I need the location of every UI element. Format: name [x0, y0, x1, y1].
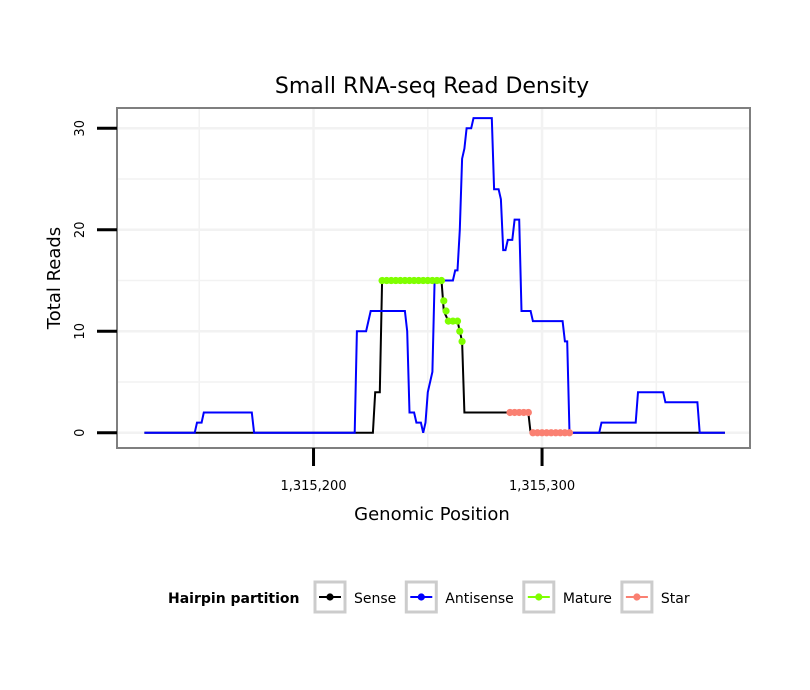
star-point — [524, 408, 532, 417]
antisense-series-line — [144, 117, 725, 434]
mature-point — [456, 327, 464, 335]
x-tick-label: 1,315,200 — [280, 479, 346, 494]
y-tick-label: 10 — [73, 323, 88, 340]
y-tick-label: 30 — [73, 120, 88, 137]
star-legend-dot — [633, 593, 641, 601]
sense-legend-label: Sense — [354, 591, 396, 607]
star-point — [565, 429, 574, 437]
legend: Hairpin partition Sense Antisense Mature St… — [168, 580, 690, 614]
star-legend-label: Star — [661, 591, 690, 607]
grid-lines — [117, 108, 750, 448]
mature-legend-label: Mature — [563, 591, 612, 607]
mature-point — [453, 317, 462, 325]
x-axis: 1,315,200 1,315,300 — [280, 448, 575, 494]
x-tick-label: 1,315,300 — [509, 479, 575, 494]
mature-point — [442, 307, 450, 315]
data-series — [144, 117, 725, 437]
mature-point — [458, 337, 466, 346]
y-axis: 0 10 20 30 — [73, 120, 117, 437]
x-axis-title: Genomic Position — [354, 504, 510, 525]
antisense-legend-label: Antisense — [445, 591, 514, 607]
y-axis-title: Total Reads — [44, 227, 65, 330]
mature-point — [440, 297, 448, 305]
y-tick-label: 20 — [73, 222, 88, 239]
mature-legend-dot — [535, 593, 543, 601]
plot-border — [116, 107, 751, 449]
mature-point — [437, 276, 446, 285]
y-tick-label: 0 — [73, 429, 88, 437]
sense-legend-dot — [326, 593, 334, 601]
chart-title: Small RNA-seq Read Density — [275, 74, 589, 99]
antisense-legend-dot — [417, 593, 425, 601]
legend-title: Hairpin partition — [168, 591, 299, 607]
